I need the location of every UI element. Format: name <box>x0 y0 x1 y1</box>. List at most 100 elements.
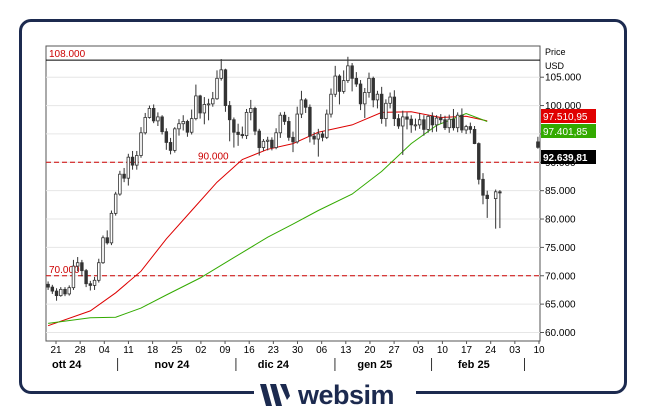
candle-body <box>244 111 249 137</box>
candle <box>274 128 278 150</box>
candle <box>227 101 232 142</box>
candle <box>485 190 489 218</box>
x-tick-label: 27 <box>389 345 401 356</box>
price-tag: 92.639,81 <box>541 150 596 164</box>
candle-body <box>392 96 397 120</box>
price-tag-box <box>541 150 596 164</box>
candle-body <box>367 77 371 93</box>
candle-body <box>63 288 67 295</box>
candle-body <box>257 130 261 148</box>
x-tick-label: 09 <box>219 345 231 356</box>
x-tick-label: 24 <box>485 345 497 356</box>
candle-body <box>312 135 316 140</box>
candle <box>413 118 418 131</box>
candle-body <box>249 108 253 113</box>
candle-body <box>346 65 350 82</box>
candle-body <box>401 116 405 127</box>
x-tick-label: 04 <box>99 345 111 356</box>
candle <box>367 72 371 98</box>
x-tick-label: 30 <box>292 345 304 356</box>
price-tag: 97.510,95 <box>541 109 596 123</box>
candle-body <box>325 113 329 138</box>
candle <box>105 230 109 245</box>
candle-body <box>405 116 409 120</box>
candle-body <box>253 108 257 132</box>
candle <box>388 92 392 109</box>
candle <box>135 150 139 170</box>
candle <box>316 128 321 157</box>
x-tick-label: 28 <box>75 345 87 356</box>
month-label: ott 24 <box>52 359 82 371</box>
candle-body <box>232 119 236 133</box>
candle-body <box>109 212 114 244</box>
candle-body <box>92 279 97 286</box>
price-tag-label: 97.401,85 <box>543 127 588 138</box>
candle-body <box>198 95 202 114</box>
candle <box>270 137 274 151</box>
candle <box>396 114 401 129</box>
x-tick-label: 06 <box>316 345 328 356</box>
candle <box>464 124 468 134</box>
candle-body <box>194 95 198 120</box>
candle-body <box>80 262 84 272</box>
candle-body <box>485 194 489 200</box>
candle-body <box>139 132 143 156</box>
candle <box>249 99 253 121</box>
candle <box>422 115 426 136</box>
candle-body <box>472 128 477 144</box>
candle <box>164 128 169 150</box>
candle-body <box>384 102 388 120</box>
candle <box>168 137 173 155</box>
candle <box>299 90 304 119</box>
candle-body <box>261 140 266 148</box>
candle <box>198 94 202 119</box>
candle-body <box>135 155 139 166</box>
candle <box>139 127 143 158</box>
candle-body <box>396 118 401 127</box>
candle-body <box>282 114 287 122</box>
y-tick-label: 65.000 <box>545 300 576 311</box>
candle <box>350 63 354 92</box>
candle <box>443 115 447 130</box>
candle-body <box>299 99 304 115</box>
x-tick-label: 20 <box>364 345 376 356</box>
candle-body <box>379 93 384 120</box>
candle <box>417 112 422 129</box>
axis-title-currency: USD <box>545 61 565 71</box>
candle <box>118 170 122 196</box>
candle-body <box>265 139 270 142</box>
candle-body <box>434 117 439 126</box>
x-tick-label: 23 <box>268 345 280 356</box>
candle-body <box>46 283 50 288</box>
y-tick-label: 85.000 <box>545 186 576 197</box>
candle <box>337 74 342 105</box>
candle <box>282 111 287 125</box>
x-tick-label: 21 <box>50 345 62 356</box>
candle-body <box>50 286 55 292</box>
candle <box>75 257 80 272</box>
candle <box>122 167 126 183</box>
candle <box>130 150 135 170</box>
month-label: dic 24 <box>258 359 290 371</box>
x-tick-label: 03 <box>413 345 425 356</box>
x-tick-label: 17 <box>461 345 473 356</box>
candle-body <box>455 114 460 129</box>
candle-body <box>206 103 211 106</box>
candle <box>88 280 93 291</box>
candle <box>426 114 430 133</box>
candle-body <box>417 119 422 126</box>
candle <box>384 99 388 127</box>
y-tick-label: 60.000 <box>545 328 576 339</box>
candle <box>54 288 59 301</box>
candle-body <box>341 80 346 92</box>
candle-body <box>350 65 354 79</box>
candle <box>67 285 71 296</box>
candle <box>156 112 160 126</box>
candle-body <box>126 156 131 179</box>
candle-body <box>536 141 540 148</box>
candle-body <box>160 116 164 133</box>
candle-body <box>211 98 215 105</box>
candle <box>126 153 131 186</box>
month-label: feb 25 <box>458 359 490 371</box>
